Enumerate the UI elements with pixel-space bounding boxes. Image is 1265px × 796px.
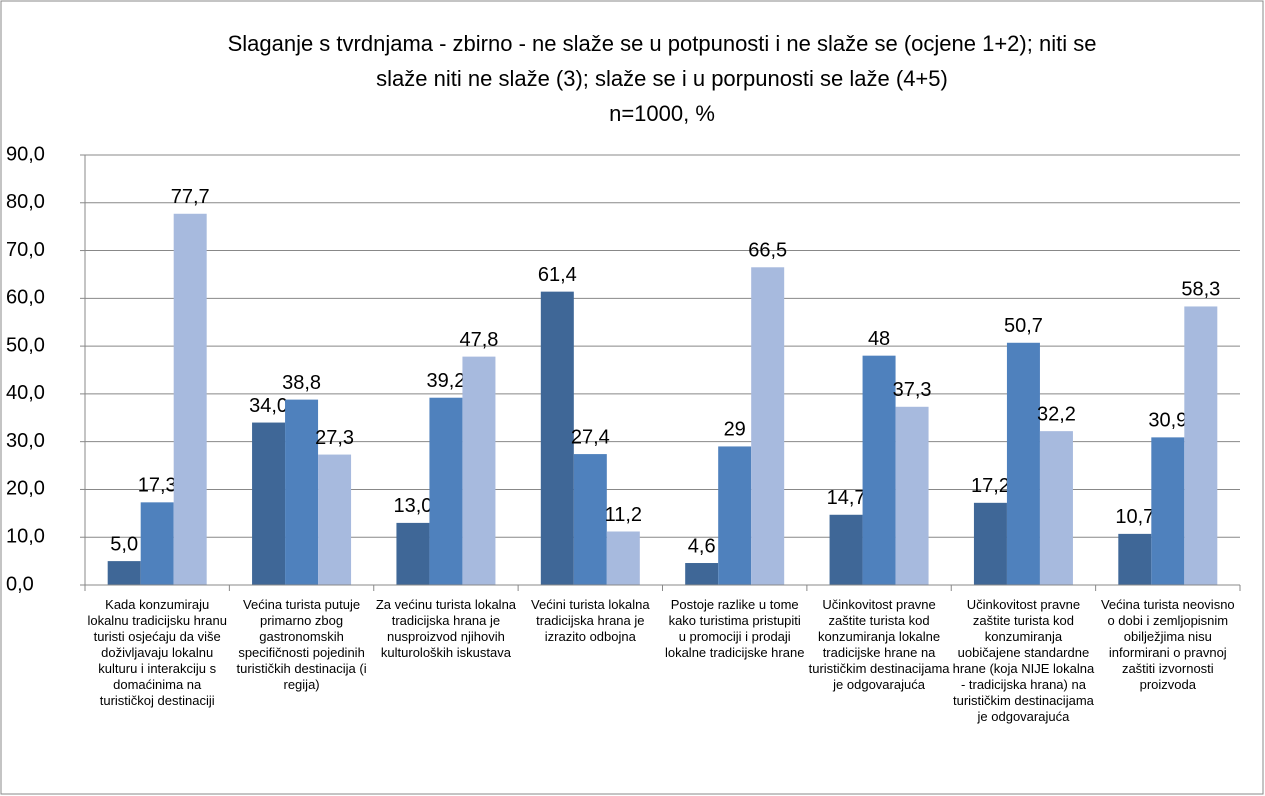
bar — [429, 397, 463, 585]
y-tick-label: 40,0 — [6, 382, 45, 404]
y-tick-label: 0,0 — [6, 573, 34, 595]
value-label: 10,7 — [1115, 506, 1154, 528]
chart-subtitle: n=1000, % — [609, 101, 715, 126]
value-label: 48 — [868, 328, 890, 350]
x-tick-label: Većini turista lokalna tradicijska hrana… — [531, 597, 650, 644]
bar — [1151, 437, 1185, 585]
value-label: 77,7 — [171, 186, 210, 208]
value-label: 14,7 — [827, 487, 866, 509]
chart-title: slaže niti ne slaže (3); slaže se i u po… — [376, 66, 948, 91]
x-tick-label: Većina turista neovisno o dobi i zemljop… — [1100, 597, 1235, 692]
y-tick-label: 90,0 — [6, 143, 45, 165]
bar — [573, 454, 607, 585]
value-label: 66,5 — [748, 240, 787, 262]
x-tick-label: Za većinu turista lokalna tradicijska hr… — [375, 597, 517, 660]
bar — [718, 446, 752, 585]
y-tick-label: 20,0 — [6, 478, 45, 500]
x-tick-label: Kada konzumiraju lokalnu tradicijsku hra… — [87, 597, 227, 708]
bar — [396, 522, 430, 585]
bar — [829, 514, 863, 585]
y-tick-label: 30,0 — [6, 430, 45, 452]
value-label: 17,3 — [138, 475, 177, 497]
value-label: 11,2 — [605, 504, 642, 526]
y-tick-label: 80,0 — [6, 191, 45, 213]
value-label: 32,2 — [1037, 403, 1076, 425]
value-label: 58,3 — [1181, 279, 1220, 301]
bar — [285, 399, 319, 585]
chart-title: Slaganje s tvrdnjama - zbirno - ne slaže… — [228, 31, 1097, 56]
bar — [173, 213, 207, 585]
bar — [318, 454, 352, 585]
y-tick-label: 50,0 — [6, 334, 45, 356]
bar — [1184, 306, 1218, 585]
value-label: 13,0 — [393, 495, 432, 517]
bar — [540, 291, 574, 585]
value-label: 29 — [724, 419, 746, 441]
bar — [1118, 533, 1152, 585]
value-label: 61,4 — [538, 264, 577, 286]
y-tick-label: 70,0 — [6, 239, 45, 261]
bar — [1039, 431, 1073, 585]
bar — [1006, 342, 1040, 585]
value-label: 4,6 — [688, 535, 716, 557]
value-label: 50,7 — [1004, 315, 1043, 337]
x-tick-label: Učinkovitost pravne zaštite turista kod … — [808, 597, 950, 692]
y-tick-label: 60,0 — [6, 287, 45, 309]
x-tick-label: Većina turista putuje primarno zbog gast… — [236, 597, 367, 692]
value-label: 5,0 — [110, 533, 138, 555]
value-label: 38,8 — [282, 372, 321, 394]
value-label: 27,3 — [315, 427, 354, 449]
value-label: 30,9 — [1148, 410, 1187, 432]
value-label: 47,8 — [459, 329, 498, 351]
bar — [462, 356, 496, 585]
bar — [973, 502, 1007, 585]
bar — [862, 355, 896, 585]
bar — [895, 406, 929, 585]
value-label: 37,3 — [893, 379, 932, 401]
x-tick-label: Učinkovitost pravne zaštite turista kod … — [952, 597, 1095, 724]
value-label: 34,0 — [249, 395, 288, 417]
bar — [751, 267, 785, 585]
bar — [252, 422, 286, 585]
value-label: 17,2 — [971, 475, 1010, 497]
value-label: 27,4 — [571, 426, 610, 448]
x-tick-label: Postoje razlike u tome kako turistima pr… — [664, 597, 805, 660]
y-tick-label: 10,0 — [6, 526, 45, 548]
bar — [107, 561, 141, 585]
bar — [606, 531, 640, 585]
bar — [140, 502, 174, 585]
bar — [685, 563, 719, 585]
value-label: 39,2 — [426, 370, 465, 392]
